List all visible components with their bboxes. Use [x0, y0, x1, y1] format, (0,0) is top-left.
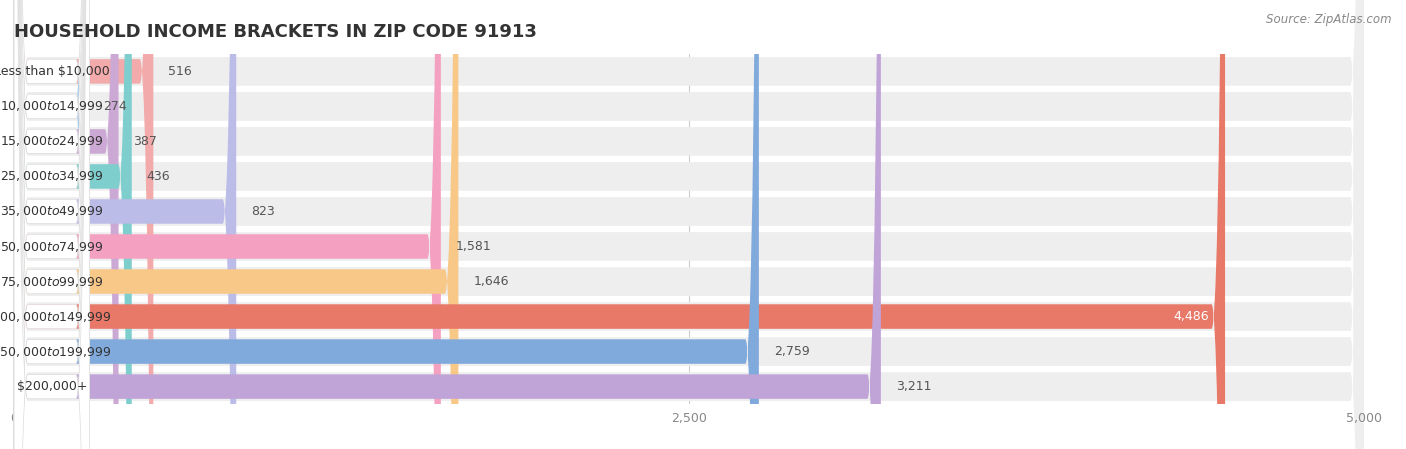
Text: $200,000+: $200,000+	[17, 380, 87, 393]
Text: 4,486: 4,486	[1173, 310, 1209, 323]
Text: $50,000 to $74,999: $50,000 to $74,999	[0, 239, 104, 254]
Text: 274: 274	[103, 100, 127, 113]
Text: $25,000 to $34,999: $25,000 to $34,999	[0, 169, 104, 184]
FancyBboxPatch shape	[14, 0, 90, 449]
FancyBboxPatch shape	[14, 0, 90, 449]
FancyBboxPatch shape	[14, 0, 1364, 449]
FancyBboxPatch shape	[14, 0, 1364, 449]
FancyBboxPatch shape	[14, 0, 118, 449]
Text: $150,000 to $199,999: $150,000 to $199,999	[0, 344, 111, 359]
Text: 823: 823	[252, 205, 274, 218]
FancyBboxPatch shape	[14, 0, 90, 449]
Text: 436: 436	[146, 170, 170, 183]
Text: Source: ZipAtlas.com: Source: ZipAtlas.com	[1267, 13, 1392, 26]
FancyBboxPatch shape	[14, 0, 90, 449]
FancyBboxPatch shape	[14, 0, 759, 449]
FancyBboxPatch shape	[14, 0, 236, 449]
FancyBboxPatch shape	[14, 0, 90, 449]
FancyBboxPatch shape	[14, 0, 90, 449]
FancyBboxPatch shape	[14, 0, 1364, 449]
FancyBboxPatch shape	[14, 0, 1364, 449]
FancyBboxPatch shape	[14, 0, 1364, 449]
Text: 387: 387	[134, 135, 157, 148]
FancyBboxPatch shape	[14, 0, 882, 449]
FancyBboxPatch shape	[14, 0, 89, 449]
FancyBboxPatch shape	[14, 0, 90, 449]
Text: 1,646: 1,646	[474, 275, 509, 288]
Text: 2,759: 2,759	[773, 345, 810, 358]
FancyBboxPatch shape	[14, 0, 90, 449]
Text: $35,000 to $49,999: $35,000 to $49,999	[0, 204, 104, 219]
FancyBboxPatch shape	[14, 0, 441, 449]
FancyBboxPatch shape	[14, 0, 132, 449]
Text: 516: 516	[169, 65, 193, 78]
FancyBboxPatch shape	[14, 0, 90, 449]
Text: $10,000 to $14,999: $10,000 to $14,999	[0, 99, 104, 114]
FancyBboxPatch shape	[14, 0, 1364, 449]
FancyBboxPatch shape	[14, 0, 90, 449]
FancyBboxPatch shape	[14, 0, 1225, 449]
Text: $75,000 to $99,999: $75,000 to $99,999	[0, 274, 104, 289]
FancyBboxPatch shape	[14, 0, 1364, 449]
Text: $100,000 to $149,999: $100,000 to $149,999	[0, 309, 111, 324]
FancyBboxPatch shape	[14, 0, 1364, 449]
Text: HOUSEHOLD INCOME BRACKETS IN ZIP CODE 91913: HOUSEHOLD INCOME BRACKETS IN ZIP CODE 91…	[14, 23, 537, 41]
FancyBboxPatch shape	[14, 0, 153, 449]
FancyBboxPatch shape	[14, 0, 458, 449]
FancyBboxPatch shape	[14, 0, 1364, 449]
Text: Less than $10,000: Less than $10,000	[0, 65, 110, 78]
FancyBboxPatch shape	[14, 0, 1364, 449]
Text: 3,211: 3,211	[896, 380, 931, 393]
Text: 1,581: 1,581	[456, 240, 492, 253]
Text: $15,000 to $24,999: $15,000 to $24,999	[0, 134, 104, 149]
